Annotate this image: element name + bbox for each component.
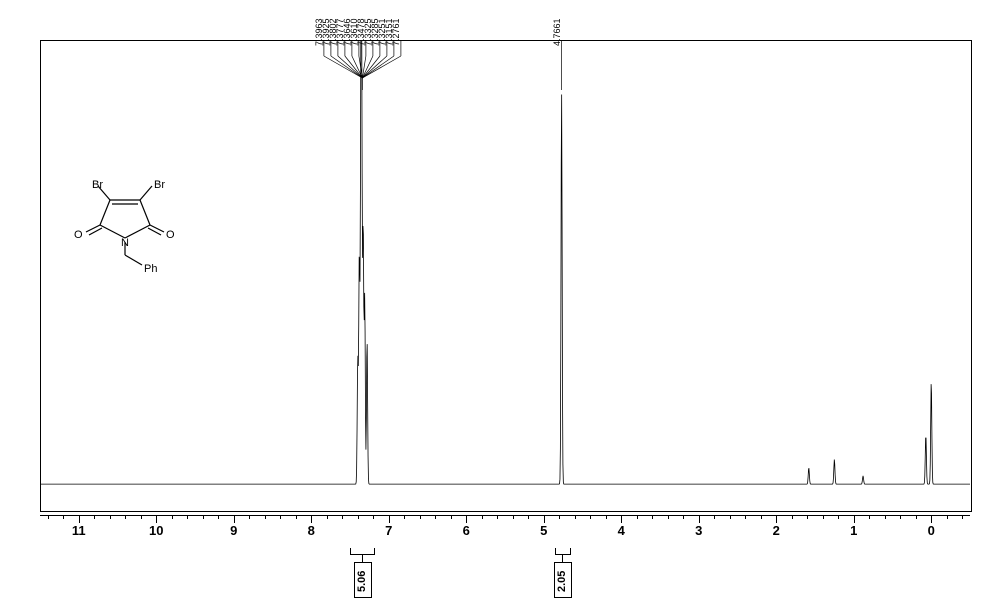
minor-tick [931, 515, 932, 519]
minor-tick [497, 515, 498, 519]
minor-tick [482, 515, 483, 519]
integral-label: 5.06 [356, 572, 368, 592]
x-axis: 11109876543210 [40, 515, 970, 545]
minor-tick [575, 515, 576, 519]
minor-tick [451, 515, 452, 519]
minor-tick [234, 515, 235, 519]
minor-tick [94, 515, 95, 519]
spectrum-plot [40, 40, 970, 510]
minor-tick [373, 515, 374, 519]
tick-label: 2 [773, 523, 780, 538]
minor-tick [590, 515, 591, 519]
molecule-structure: Br Br O O N Ph [70, 180, 180, 275]
minor-tick [823, 515, 824, 519]
integrals: 5.06 2.05 [40, 548, 970, 603]
minor-tick [885, 515, 886, 519]
minor-tick [435, 515, 436, 519]
minor-tick [559, 515, 560, 519]
axis-line [40, 515, 970, 516]
minor-tick [668, 515, 669, 519]
minor-tick [110, 515, 111, 519]
minor-tick [389, 515, 390, 519]
minor-tick [699, 515, 700, 519]
minor-tick [249, 515, 250, 519]
tick-label: 0 [928, 523, 935, 538]
integral-bracket [350, 548, 375, 555]
minor-tick [652, 515, 653, 519]
integral-stem [562, 554, 563, 562]
minor-tick [218, 515, 219, 519]
minor-tick [358, 515, 359, 519]
minor-tick [807, 515, 808, 519]
minor-tick [683, 515, 684, 519]
tick-label: 5 [540, 523, 547, 538]
minor-tick [296, 515, 297, 519]
minor-tick [311, 515, 312, 519]
minor-tick [714, 515, 715, 519]
tick-label: 3 [695, 523, 702, 538]
minor-tick [513, 515, 514, 519]
minor-tick [48, 515, 49, 519]
minor-tick [916, 515, 917, 519]
minor-tick [125, 515, 126, 519]
minor-tick [63, 515, 64, 519]
minor-tick [280, 515, 281, 519]
tick-label: 6 [463, 523, 470, 538]
minor-tick [745, 515, 746, 519]
nmr-figure: 7.39637.39257.38027.37777.36467.36107.34… [0, 0, 1000, 615]
minor-tick [203, 515, 204, 519]
minor-tick [528, 515, 529, 519]
minor-tick [172, 515, 173, 519]
minor-tick [265, 515, 266, 519]
minor-tick [420, 515, 421, 519]
label-o1: O [74, 229, 83, 241]
tick-label: 8 [308, 523, 315, 538]
minor-tick [404, 515, 405, 519]
minor-tick [327, 515, 328, 519]
integral-bracket [555, 548, 571, 555]
minor-tick [962, 515, 963, 519]
minor-tick [187, 515, 188, 519]
minor-tick [141, 515, 142, 519]
minor-tick [900, 515, 901, 519]
minor-tick [79, 515, 80, 519]
label-o2: O [166, 229, 175, 241]
label-br1: Br [92, 180, 103, 191]
minor-tick [156, 515, 157, 519]
integral-label: 2.05 [556, 572, 568, 592]
minor-tick [792, 515, 793, 519]
minor-tick [730, 515, 731, 519]
minor-tick [342, 515, 343, 519]
minor-tick [544, 515, 545, 519]
tick-label: 7 [385, 523, 392, 538]
tick-label: 9 [230, 523, 237, 538]
minor-tick [466, 515, 467, 519]
label-br2: Br [154, 180, 165, 191]
minor-tick [869, 515, 870, 519]
minor-tick [637, 515, 638, 519]
minor-tick [838, 515, 839, 519]
tick-label: 11 [72, 523, 86, 538]
tick-label: 4 [618, 523, 625, 538]
minor-tick [621, 515, 622, 519]
integral-stem [362, 554, 363, 562]
minor-tick [854, 515, 855, 519]
minor-tick [947, 515, 948, 519]
minor-tick [606, 515, 607, 519]
label-n: N [121, 237, 129, 249]
minor-tick [761, 515, 762, 519]
label-ph: Ph [144, 263, 157, 275]
tick-label: 10 [149, 523, 163, 538]
tick-label: 1 [850, 523, 857, 538]
minor-tick [776, 515, 777, 519]
